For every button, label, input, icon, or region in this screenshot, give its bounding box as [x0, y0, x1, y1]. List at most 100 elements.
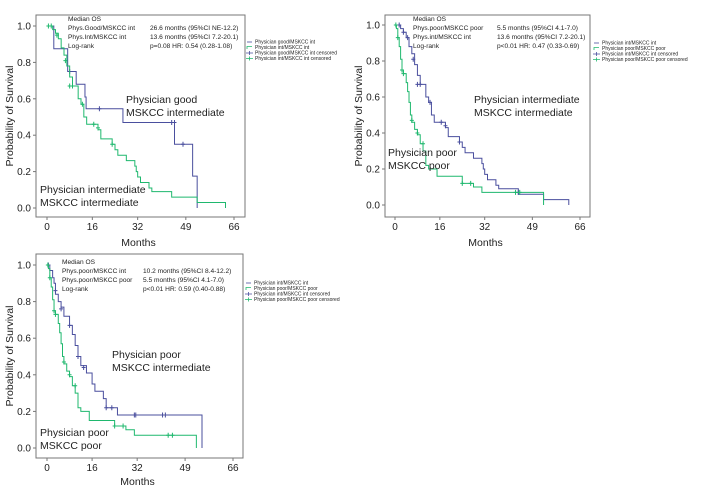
- y-tick-label: 1.0: [17, 22, 31, 33]
- censor-mark-blue: [428, 99, 433, 105]
- censor-mark-blue: [163, 412, 168, 418]
- censor-mark-green: [110, 141, 115, 147]
- legend-entry: Physician poor/MSKCC poor: [602, 46, 666, 52]
- x-tick-label: 16: [87, 463, 99, 474]
- censor-mark-blue: [457, 139, 462, 145]
- survival-curve-blue: [395, 24, 570, 205]
- censor-mark-green: [80, 101, 85, 107]
- censor-mark-green: [91, 121, 96, 127]
- legend-entry: Physician int/MSKCC int: [255, 45, 310, 51]
- y-tick-label: 0.2: [17, 407, 31, 418]
- group-label-blue: MSKCC intermediate: [474, 107, 573, 119]
- x-axis-label: Months: [120, 476, 154, 488]
- legend-step-symbol: [245, 287, 251, 290]
- group-label-green: MSKCC intermediate: [40, 197, 139, 209]
- x-tick-label: 16: [87, 222, 99, 233]
- legend-entry: Physician int/MSKCC int censored: [602, 52, 678, 58]
- survival-curve-blue: [47, 25, 198, 208]
- y-tick-label: 0.4: [17, 370, 31, 381]
- median-os-label: Phys.poor/MSKCC int: [62, 268, 126, 275]
- y-tick-label: 1.0: [366, 21, 380, 32]
- censor-mark-green: [70, 83, 75, 89]
- x-tick-label: 0: [44, 463, 50, 474]
- y-axis-label: Probability of Survival: [4, 66, 16, 167]
- x-tick-label: 32: [132, 463, 144, 474]
- censor-mark-green: [63, 58, 68, 64]
- plot-frame: [384, 14, 591, 218]
- y-tick-label: 0.0: [17, 204, 31, 215]
- median-os-value: 5.5 months (95%CI 4.1-7.0): [497, 25, 578, 32]
- y-tick-label: 0.6: [17, 334, 31, 345]
- y-tick-label: 0.4: [366, 129, 380, 140]
- median-os-value: 13.6 months (95%CI 7.2-20.1): [497, 34, 585, 41]
- censor-mark-blue: [81, 364, 86, 370]
- median-os-label: Phys.int/MSKCC int: [413, 34, 471, 41]
- legend-step-symbol: [246, 46, 252, 49]
- median-os-value: p<0.01 HR: 0.47 (0.33-0.69): [497, 43, 579, 50]
- censor-mark-blue: [133, 412, 138, 418]
- censor-mark-blue: [411, 56, 416, 62]
- group-label-blue: MSKCC intermediate: [126, 107, 225, 119]
- median-os-label: Phys.Good/MSKCC int: [68, 25, 135, 32]
- censor-mark-green: [401, 71, 406, 77]
- legend-entry: Physician int/MSKCC int censored: [254, 292, 330, 298]
- censor-mark-green: [460, 180, 465, 186]
- censor-mark-blue: [67, 322, 72, 328]
- legend-censor-symbol: [593, 57, 600, 62]
- censor-mark-green: [121, 423, 126, 429]
- censor-mark-blue: [443, 123, 448, 129]
- median-os-title: Median OS: [62, 259, 96, 266]
- censor-mark-green: [395, 35, 400, 41]
- x-tick-label: 49: [527, 222, 539, 233]
- median-os-value: 10.2 months (95%CI 8.4-12.2): [143, 268, 231, 275]
- censor-mark-green: [393, 22, 398, 28]
- censor-mark-blue: [76, 354, 80, 359]
- x-tick-label: 49: [180, 222, 192, 233]
- censor-mark-blue: [181, 141, 185, 147]
- x-tick-label: 16: [434, 222, 446, 233]
- censor-mark-green: [421, 141, 426, 147]
- median-os-value: 26.6 months (95%CI NE-12.2): [150, 25, 238, 32]
- censor-mark-blue: [418, 81, 423, 87]
- censor-mark-blue: [104, 405, 109, 411]
- legend-entry: Physician good/MSKCC int: [255, 40, 316, 46]
- censor-mark-green: [45, 262, 50, 268]
- censor-mark-green: [49, 23, 54, 29]
- censor-mark-green: [170, 432, 175, 438]
- censor-mark-blue: [439, 119, 444, 125]
- censor-mark-green: [96, 125, 100, 131]
- legend-entry: Physician good/MSKCC int censored: [255, 51, 337, 57]
- legend-censor-symbol: [246, 56, 253, 61]
- legend-censor-symbol: [246, 51, 253, 55]
- median-os-value: 5.5 months (95%CI 4.1-7.0): [143, 277, 224, 284]
- x-tick-label: 66: [228, 222, 240, 233]
- median-os-label: Log-rank: [62, 286, 89, 293]
- group-label-green: Physician intermediate: [40, 184, 146, 196]
- censor-mark-blue: [109, 405, 114, 411]
- legend-entry: Physician int/MSKCC int censored: [255, 56, 331, 62]
- survival-curve-blue: [47, 264, 203, 448]
- censor-mark-blue: [405, 35, 410, 41]
- median-os-title: Median OS: [413, 16, 447, 23]
- censor-mark-blue: [59, 306, 64, 312]
- km-chart-3: 0.0 0.2 0.4 0.6 0.8 1.0 0 16 32 49 66 Months Probabi…: [4, 253, 340, 488]
- legend-censor-symbol: [245, 297, 252, 302]
- censor-mark-green: [53, 311, 58, 317]
- censor-mark-blue: [172, 119, 177, 125]
- group-label-green: Physician poor: [40, 427, 109, 439]
- legend-entry: Physician int/MSKCC int: [602, 41, 657, 47]
- x-tick-label: 32: [132, 222, 144, 233]
- censor-mark-blue: [397, 22, 402, 28]
- median-os-label: Phys.poor/MSKCC poor: [62, 277, 133, 284]
- censor-mark-blue: [97, 106, 102, 112]
- median-os-value: p<0.01 HR: 0.59 (0.40-0.88): [143, 286, 225, 293]
- x-axis-label: Months: [121, 237, 155, 249]
- km-chart-2: 0.0 0.2 0.4 0.6 0.8 1.0 0 16 32 49 66 Months Probabi…: [353, 14, 688, 249]
- y-tick-label: 0.8: [17, 297, 31, 308]
- y-tick-label: 1.0: [17, 261, 31, 272]
- plot-frame: [35, 253, 244, 459]
- legend-censor-symbol: [593, 52, 600, 56]
- x-tick-label: 66: [574, 222, 586, 233]
- median-os-value: p=0.08 HR: 0.54 (0.28-1.08): [150, 43, 232, 50]
- censor-mark-green: [54, 32, 59, 38]
